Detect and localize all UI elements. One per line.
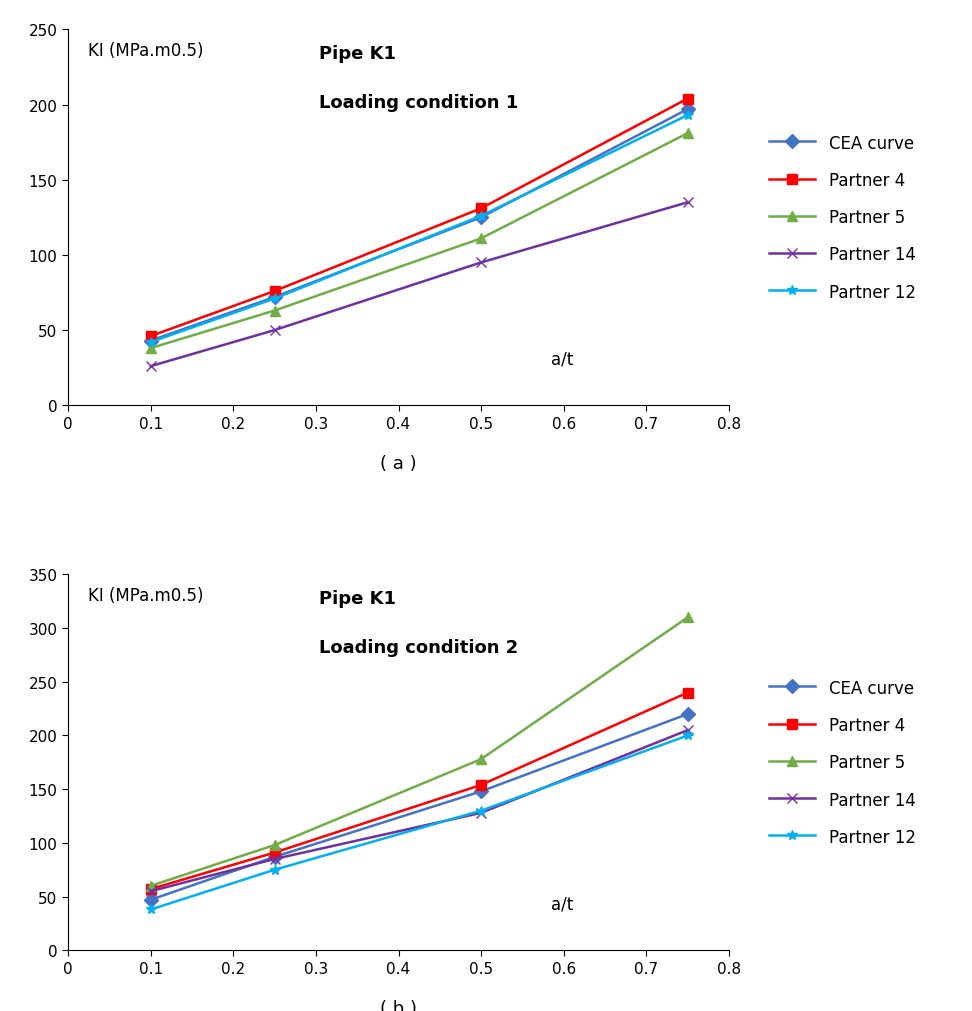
Partner 12 (145, 904, 156, 916)
Line: Partner 12: Partner 12 (146, 111, 693, 348)
Partner 4 (145, 884, 156, 896)
Partner 12 (268, 293, 280, 305)
Partner 14 (145, 361, 156, 373)
Partner 12 (475, 805, 487, 817)
Legend: CEA curve, Partner 4, Partner 5, Partner 14, Partner 12: CEA curve, Partner 4, Partner 5, Partner… (764, 674, 920, 851)
Partner 14 (475, 257, 487, 269)
Line: Partner 14: Partner 14 (146, 198, 693, 372)
Partner 5 (475, 753, 487, 765)
Partner 4 (475, 203, 487, 215)
Partner 5 (145, 343, 156, 355)
Partner 5 (475, 234, 487, 246)
Text: Pipe K1: Pipe K1 (319, 45, 397, 64)
Partner 14 (145, 886, 156, 898)
Partner 14 (475, 807, 487, 819)
CEA curve (475, 212, 487, 224)
Text: KI (MPa.m0.5): KI (MPa.m0.5) (87, 41, 203, 60)
Partner 14 (268, 853, 280, 865)
Line: Partner 5: Partner 5 (146, 129, 693, 354)
Legend: CEA curve, Partner 4, Partner 5, Partner 14, Partner 12: CEA curve, Partner 4, Partner 5, Partner… (764, 129, 920, 306)
Line: Partner 5: Partner 5 (146, 613, 693, 891)
Partner 4 (268, 846, 280, 858)
Partner 12 (268, 863, 280, 876)
Partner 14 (682, 197, 694, 209)
Line: Partner 14: Partner 14 (146, 726, 693, 896)
Partner 5 (145, 880, 156, 892)
Partner 12 (145, 337, 156, 349)
Text: Loading condition 1: Loading condition 1 (319, 94, 518, 112)
Partner 4 (682, 686, 694, 699)
Text: a/t: a/t (550, 350, 573, 368)
Line: Partner 4: Partner 4 (146, 688, 693, 894)
Partner 4 (145, 331, 156, 343)
Text: ( a ): ( a ) (380, 455, 417, 473)
CEA curve (268, 851, 280, 863)
Partner 4 (268, 286, 280, 298)
Line: CEA curve: CEA curve (146, 710, 693, 905)
Text: a/t: a/t (550, 895, 573, 913)
CEA curve (145, 894, 156, 906)
Line: Partner 4: Partner 4 (146, 95, 693, 342)
Partner 12 (682, 730, 694, 742)
Partner 12 (475, 210, 487, 222)
CEA curve (145, 336, 156, 348)
Partner 5 (682, 128, 694, 141)
CEA curve (682, 104, 694, 116)
Line: CEA curve: CEA curve (146, 105, 693, 346)
Partner 14 (268, 325, 280, 337)
Partner 14 (682, 724, 694, 736)
CEA curve (682, 709, 694, 721)
Partner 5 (682, 612, 694, 624)
Line: Partner 12: Partner 12 (146, 731, 693, 914)
Partner 4 (682, 93, 694, 105)
CEA curve (268, 291, 280, 303)
Partner 4 (475, 779, 487, 792)
Text: Pipe K1: Pipe K1 (319, 589, 397, 608)
CEA curve (475, 786, 487, 798)
Text: ( b ): ( b ) (380, 999, 417, 1011)
Partner 12 (682, 110, 694, 122)
Partner 5 (268, 305, 280, 317)
Partner 5 (268, 839, 280, 851)
Text: KI (MPa.m0.5): KI (MPa.m0.5) (87, 586, 203, 605)
Text: Loading condition 2: Loading condition 2 (319, 639, 518, 657)
